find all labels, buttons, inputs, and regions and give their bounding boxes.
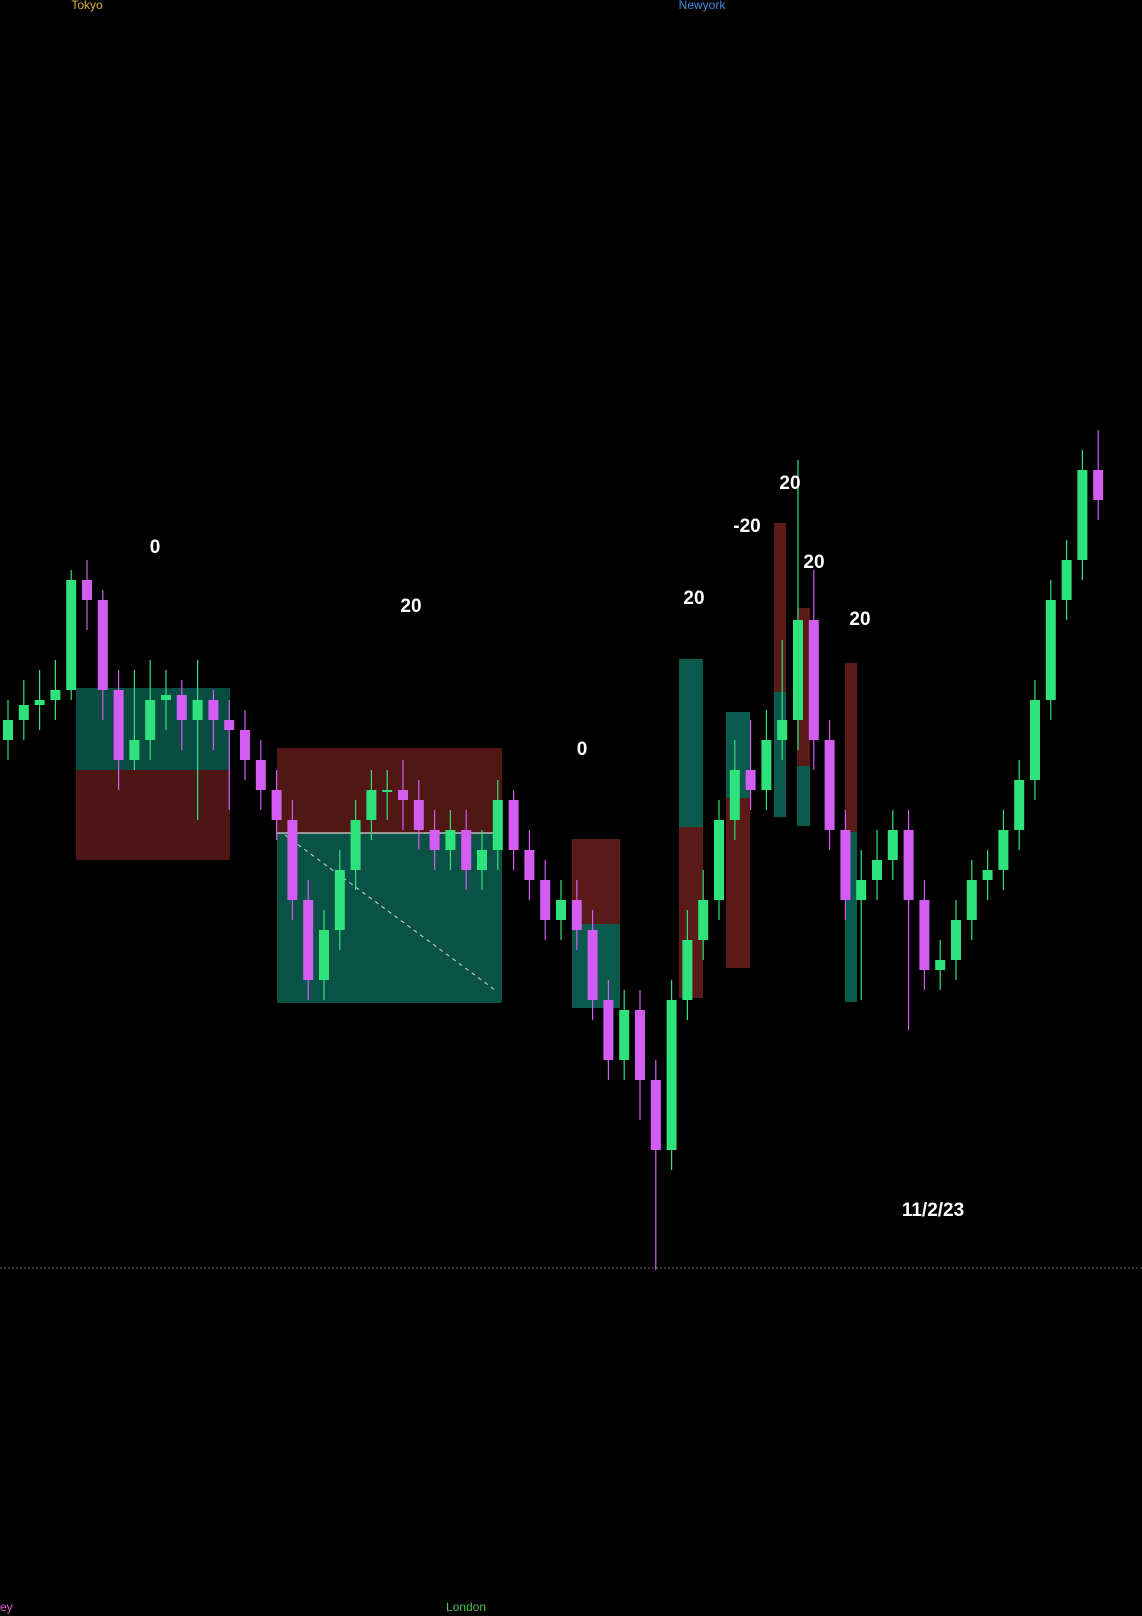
annotation: 0 [150, 537, 161, 558]
candle-body [477, 850, 487, 870]
candle-body [1077, 470, 1088, 560]
candle-body [240, 730, 250, 760]
annotation: -20 [733, 516, 760, 537]
candle-body [745, 770, 756, 790]
candle-body [413, 800, 424, 830]
candle-body [366, 790, 377, 820]
zone [679, 659, 703, 827]
annotation: 20 [803, 552, 824, 573]
candle-body [903, 830, 914, 900]
candle-body [524, 850, 535, 880]
candle-body [303, 900, 314, 980]
candle-body [192, 700, 203, 720]
candle-body [951, 920, 961, 960]
candle-body [382, 790, 393, 792]
candle-body [856, 880, 867, 900]
candle-body [18, 705, 29, 720]
candle-body [1045, 600, 1056, 700]
candle-body [287, 820, 298, 900]
candle-body [334, 870, 345, 930]
candle-body [919, 900, 930, 970]
zone [774, 523, 786, 692]
annotation: 20 [849, 609, 870, 630]
candle-body [998, 830, 1009, 870]
candle-body [208, 700, 219, 720]
candle-body [714, 820, 724, 900]
candle-body [1030, 700, 1040, 780]
candle-body [603, 1000, 614, 1060]
session-label: London [446, 1600, 486, 1614]
candle-body [793, 620, 803, 720]
candle-body [429, 830, 440, 850]
candle-body [872, 860, 882, 880]
zone [845, 663, 857, 832]
zone [76, 770, 230, 860]
candle-body [255, 760, 266, 790]
candle-body [666, 1000, 677, 1150]
candle-body [571, 900, 582, 930]
annotation: 20 [779, 473, 800, 494]
annotation: 20 [683, 588, 704, 609]
candle-body [82, 580, 92, 600]
zone [774, 692, 786, 817]
candle-body [650, 1080, 661, 1150]
candle-body [50, 690, 61, 700]
candle-body [761, 740, 772, 790]
candle-body [966, 880, 977, 920]
session-label: Newyork [679, 0, 727, 12]
candle-body [319, 930, 329, 980]
candle-body [840, 830, 851, 900]
candle-body [176, 695, 187, 720]
candle-body [113, 690, 124, 760]
candle-body [619, 1010, 630, 1060]
zone [797, 766, 810, 826]
candle-body [587, 930, 598, 1000]
candle-body [1093, 470, 1104, 500]
candle-body [145, 700, 156, 740]
candle-body [1061, 560, 1072, 600]
candle-body [461, 830, 472, 870]
candle-body [1014, 780, 1025, 830]
candle-body [808, 620, 819, 740]
candle-body [3, 720, 13, 740]
annotation: 0 [577, 739, 588, 760]
zones [76, 523, 857, 1008]
annotation: 11/2/23 [902, 1200, 964, 1221]
candle-body [729, 770, 740, 820]
candle-body [445, 830, 456, 850]
candle-body [935, 960, 946, 970]
candle-body [556, 900, 566, 920]
candle-body [66, 580, 77, 690]
candle-body [492, 800, 503, 850]
candle-body [824, 740, 835, 830]
candle-body [398, 790, 408, 800]
candle-body [540, 880, 551, 920]
session-label: Tokyo [71, 0, 103, 12]
candle-body [698, 900, 709, 940]
session-label: ey [0, 1600, 13, 1614]
candle-body [635, 1010, 645, 1080]
candle-body [508, 800, 519, 850]
candle-body [350, 820, 361, 870]
candles [3, 430, 1104, 1270]
candle-body [97, 600, 108, 690]
candle-body [129, 740, 140, 760]
candle-body [682, 940, 693, 1000]
candle-body [224, 720, 235, 730]
candle-body [777, 720, 788, 740]
trend-line [284, 834, 496, 991]
candle-body [161, 695, 171, 700]
candle-body [34, 700, 45, 705]
candle-body [982, 870, 993, 880]
annotation: 20 [400, 596, 421, 617]
zone [726, 798, 750, 968]
candle-body [887, 830, 898, 860]
candle-body [271, 790, 282, 820]
